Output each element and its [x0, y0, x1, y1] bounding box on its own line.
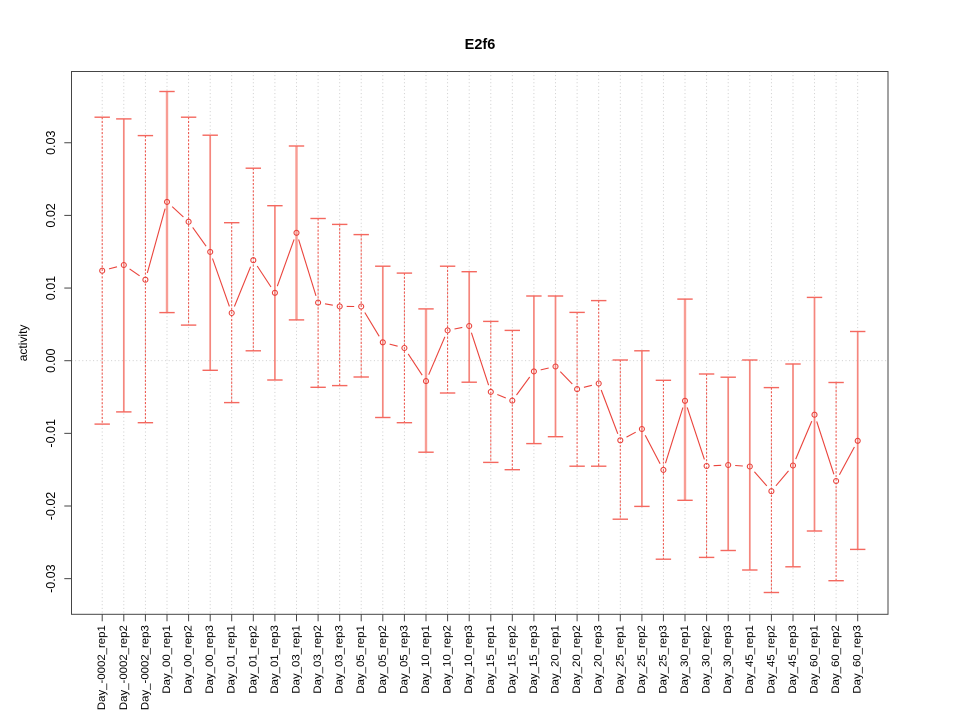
svg-text:Day_03_rep3: Day_03_rep3 [334, 625, 346, 693]
svg-text:-0.03: -0.03 [44, 564, 58, 593]
svg-text:Day_01_rep3: Day_01_rep3 [269, 625, 281, 693]
svg-text:Day_05_rep3: Day_05_rep3 [398, 625, 410, 693]
svg-text:Day_-0002_rep1: Day_-0002_rep1 [96, 625, 108, 710]
svg-text:Day_-0002_rep3: Day_-0002_rep3 [139, 625, 151, 710]
svg-text:0.03: 0.03 [44, 131, 58, 155]
svg-text:Day_25_rep2: Day_25_rep2 [636, 625, 648, 693]
svg-text:0.01: 0.01 [44, 276, 58, 300]
svg-text:Day_45_rep3: Day_45_rep3 [787, 625, 799, 693]
svg-text:Day_20_rep2: Day_20_rep2 [571, 625, 583, 693]
svg-text:Day_30_rep2: Day_30_rep2 [701, 625, 713, 693]
svg-text:E2f6: E2f6 [465, 37, 496, 53]
svg-text:Day_25_rep1: Day_25_rep1 [614, 625, 626, 693]
svg-text:-0.02: -0.02 [44, 492, 58, 521]
svg-text:Day_30_rep3: Day_30_rep3 [722, 625, 734, 693]
svg-text:0.00: 0.00 [44, 348, 58, 372]
svg-text:Day_01_rep2: Day_01_rep2 [247, 625, 259, 693]
svg-text:Day_60_rep2: Day_60_rep2 [830, 625, 842, 693]
svg-text:Day_00_rep3: Day_00_rep3 [204, 625, 216, 693]
svg-text:Day_15_rep1: Day_15_rep1 [485, 625, 497, 693]
svg-text:Day_10_rep3: Day_10_rep3 [463, 625, 475, 693]
svg-text:Day_15_rep3: Day_15_rep3 [528, 625, 540, 693]
svg-text:Day_60_rep3: Day_60_rep3 [852, 625, 864, 693]
svg-text:Day_10_rep1: Day_10_rep1 [420, 625, 432, 693]
svg-text:Day_00_rep2: Day_00_rep2 [183, 625, 195, 693]
svg-text:activity: activity [16, 325, 30, 362]
svg-text:Day_20_rep3: Day_20_rep3 [593, 625, 605, 693]
svg-text:Day_25_rep3: Day_25_rep3 [657, 625, 669, 693]
svg-text:Day_45_rep2: Day_45_rep2 [765, 625, 777, 693]
svg-text:Day_15_rep2: Day_15_rep2 [506, 625, 518, 693]
svg-text:Day_00_rep1: Day_00_rep1 [161, 625, 173, 693]
svg-text:0.02: 0.02 [44, 203, 58, 227]
svg-text:Day_20_rep1: Day_20_rep1 [550, 625, 562, 693]
svg-text:Day_05_rep1: Day_05_rep1 [355, 625, 367, 693]
svg-text:Day_-0002_rep2: Day_-0002_rep2 [118, 625, 130, 710]
svg-text:Day_03_rep2: Day_03_rep2 [312, 625, 324, 693]
svg-text:Day_03_rep1: Day_03_rep1 [291, 625, 303, 693]
svg-text:Day_60_rep1: Day_60_rep1 [809, 625, 821, 693]
svg-text:Day_45_rep1: Day_45_rep1 [744, 625, 756, 693]
svg-text:Day_05_rep2: Day_05_rep2 [377, 625, 389, 693]
svg-text:Day_01_rep1: Day_01_rep1 [226, 625, 238, 693]
svg-text:Day_30_rep1: Day_30_rep1 [679, 625, 691, 693]
svg-text:-0.01: -0.01 [44, 419, 58, 448]
svg-text:Day_10_rep2: Day_10_rep2 [442, 625, 454, 693]
